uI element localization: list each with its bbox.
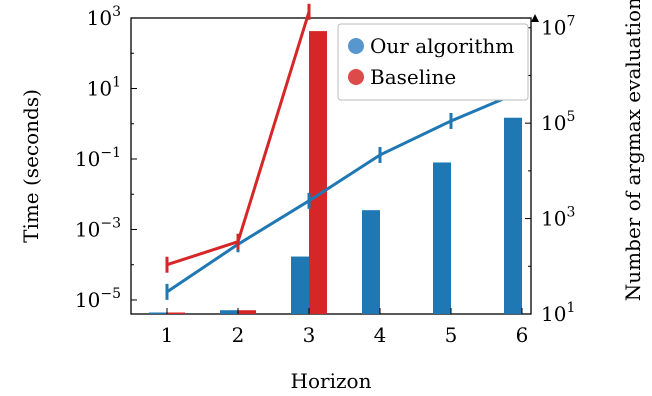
bars-layer xyxy=(149,31,522,315)
line-our-algorithm xyxy=(166,89,523,294)
bar-our-algorithm xyxy=(362,210,380,314)
legend-box xyxy=(337,23,529,101)
right-axis-arrow xyxy=(531,14,539,22)
y-right-axis-title: Number of argmax evaluations xyxy=(621,0,645,301)
axes-layer: 1 2 3 4 5 6 10−5 10−3 10−1 101 103 101 103 105 107 xyxy=(75,4,575,347)
y-left-tick-label: 10−1 xyxy=(75,145,121,171)
bar-baseline xyxy=(238,310,256,314)
bar-our-algorithm xyxy=(149,312,167,314)
y-right-tick-label: 101 xyxy=(541,300,575,326)
x-axis-title: Horizon xyxy=(291,369,372,393)
x-tick-label: 5 xyxy=(445,323,458,347)
y-left-tick-label: 10−5 xyxy=(75,286,121,312)
x-tick-label: 3 xyxy=(303,323,316,347)
bar-our-algorithm xyxy=(504,117,522,314)
y-right-tick-label: 103 xyxy=(541,205,575,231)
legend-marker-baseline xyxy=(348,69,364,85)
x-tick-label: 2 xyxy=(232,323,245,347)
y-left-tick-label: 10−3 xyxy=(75,215,121,241)
bar-baseline xyxy=(167,312,185,314)
line-baseline xyxy=(166,11,311,267)
y-left-tick-label: 101 xyxy=(87,74,121,100)
bar-our-algorithm xyxy=(433,162,451,314)
bar-baseline xyxy=(309,31,327,315)
x-tick-label: 4 xyxy=(374,323,387,347)
y-left-tick-label: 103 xyxy=(87,4,121,30)
bar-our-algorithm xyxy=(220,310,238,314)
y-right-tick-label: 107 xyxy=(541,14,575,40)
y-left-axis-title: Time (seconds) xyxy=(19,89,43,243)
legend-marker-our-algorithm xyxy=(348,38,364,54)
legend-label-baseline: Baseline xyxy=(370,65,456,89)
legend: Our algorithm Baseline xyxy=(337,23,529,101)
legend-label-our-algorithm: Our algorithm xyxy=(370,34,514,58)
bar-our-algorithm xyxy=(291,256,309,314)
x-tick-label: 6 xyxy=(516,323,529,347)
y-right-tick-label: 105 xyxy=(541,109,575,135)
plot-frame xyxy=(130,17,532,315)
x-tick-label: 1 xyxy=(161,323,174,347)
